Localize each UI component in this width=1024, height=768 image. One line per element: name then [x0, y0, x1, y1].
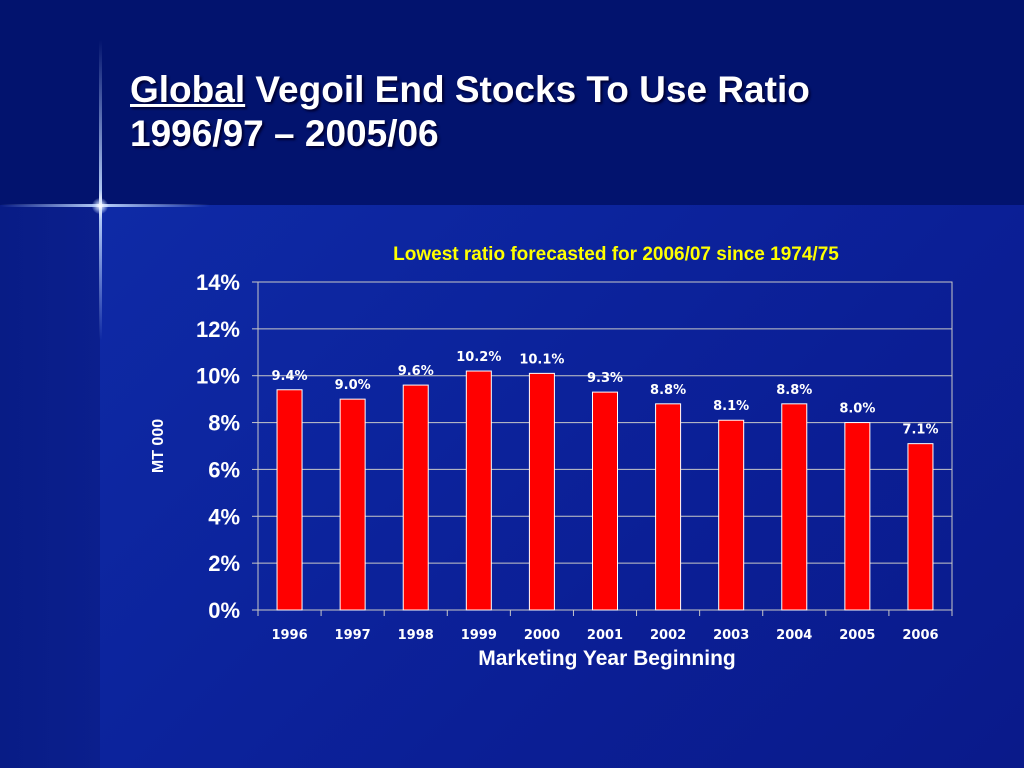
x-tick-label-2005: 2005 [839, 628, 875, 643]
x-tick-label-1996: 1996 [271, 628, 307, 643]
y-axis-tick-labels: 0% 2% 4% 6% 8% 10% 12% 14% [196, 270, 240, 623]
bar-value-labels: 9.4% 9.0% 9.6% 10.2% 10.1% 9.3% 8.8% 8.1% 8.8% 8.… [272, 350, 939, 438]
x-tick-label-2003: 2003 [713, 628, 749, 643]
bars [276, 370, 934, 611]
value-label-1999: 10.2% [456, 350, 501, 365]
value-label-2002: 8.8% [650, 383, 686, 398]
x-axis-title: Marketing Year Beginning [478, 647, 736, 670]
bar-2004 [781, 403, 808, 611]
y-tick-label: 10% [196, 364, 240, 389]
bar-2000 [528, 372, 555, 611]
left-band-background [0, 205, 100, 768]
title-line-1: Global Vegoil End Stocks To Use Ratio [130, 68, 990, 112]
x-tick-label-2002: 2002 [650, 628, 686, 643]
bar-2005 [844, 422, 871, 611]
header-background [0, 0, 1024, 205]
bar-1996 [276, 389, 303, 611]
value-label-2003: 8.1% [713, 399, 749, 414]
y-tick-label: 14% [196, 270, 240, 295]
y-tick-label: 12% [196, 317, 240, 342]
bar-1997 [339, 398, 366, 611]
bar-2002 [655, 403, 682, 611]
value-label-2004: 8.8% [776, 383, 812, 398]
title-line-2: 1996/97 – 2005/06 [130, 113, 439, 154]
x-tick-label-1998: 1998 [398, 628, 434, 643]
value-label-2006: 7.1% [902, 423, 938, 438]
slide-title: Global Vegoil End Stocks To Use Ratio 19… [130, 68, 990, 156]
value-label-2005: 8.0% [839, 402, 875, 417]
x-tick-label-1999: 1999 [461, 628, 497, 643]
x-tick-label-2006: 2006 [902, 628, 938, 643]
x-tick-label-2001: 2001 [587, 628, 623, 643]
y-axis-title: MT 000 [150, 419, 167, 473]
chart-subtitle: Lowest ratio forecasted for 2006/07 sinc… [393, 244, 839, 265]
y-tick-label: 4% [208, 504, 240, 529]
y-tick-label: 8% [208, 411, 240, 436]
bar-2006 [907, 443, 934, 611]
sparkle-star-icon [92, 198, 108, 214]
x-tick-label-2004: 2004 [776, 628, 812, 643]
value-label-2001: 9.3% [587, 371, 623, 386]
y-tick-label: 0% [208, 598, 240, 623]
x-axis-tick-labels: 1996 1997 1998 1999 2000 2001 2002 2003 2004 2005… [271, 628, 938, 643]
x-tick-label-1997: 1997 [335, 628, 371, 643]
title-underlined-word: Global [130, 69, 246, 110]
value-label-1997: 9.0% [335, 378, 371, 393]
bar-2001 [592, 391, 618, 611]
value-label-1998: 9.6% [398, 364, 434, 379]
x-tick-label-2000: 2000 [524, 628, 560, 643]
bar-1998 [402, 384, 429, 611]
y-tick-label: 2% [208, 551, 240, 576]
value-label-1996: 9.4% [272, 369, 308, 384]
sparkle-vertical-ray [99, 40, 102, 340]
y-tick-label: 6% [208, 457, 240, 482]
value-label-2000: 10.1% [519, 352, 564, 367]
title-line-1-rest: Vegoil End Stocks To Use Ratio [245, 69, 810, 110]
bar-2003 [718, 419, 745, 611]
bar-1999 [465, 370, 492, 611]
